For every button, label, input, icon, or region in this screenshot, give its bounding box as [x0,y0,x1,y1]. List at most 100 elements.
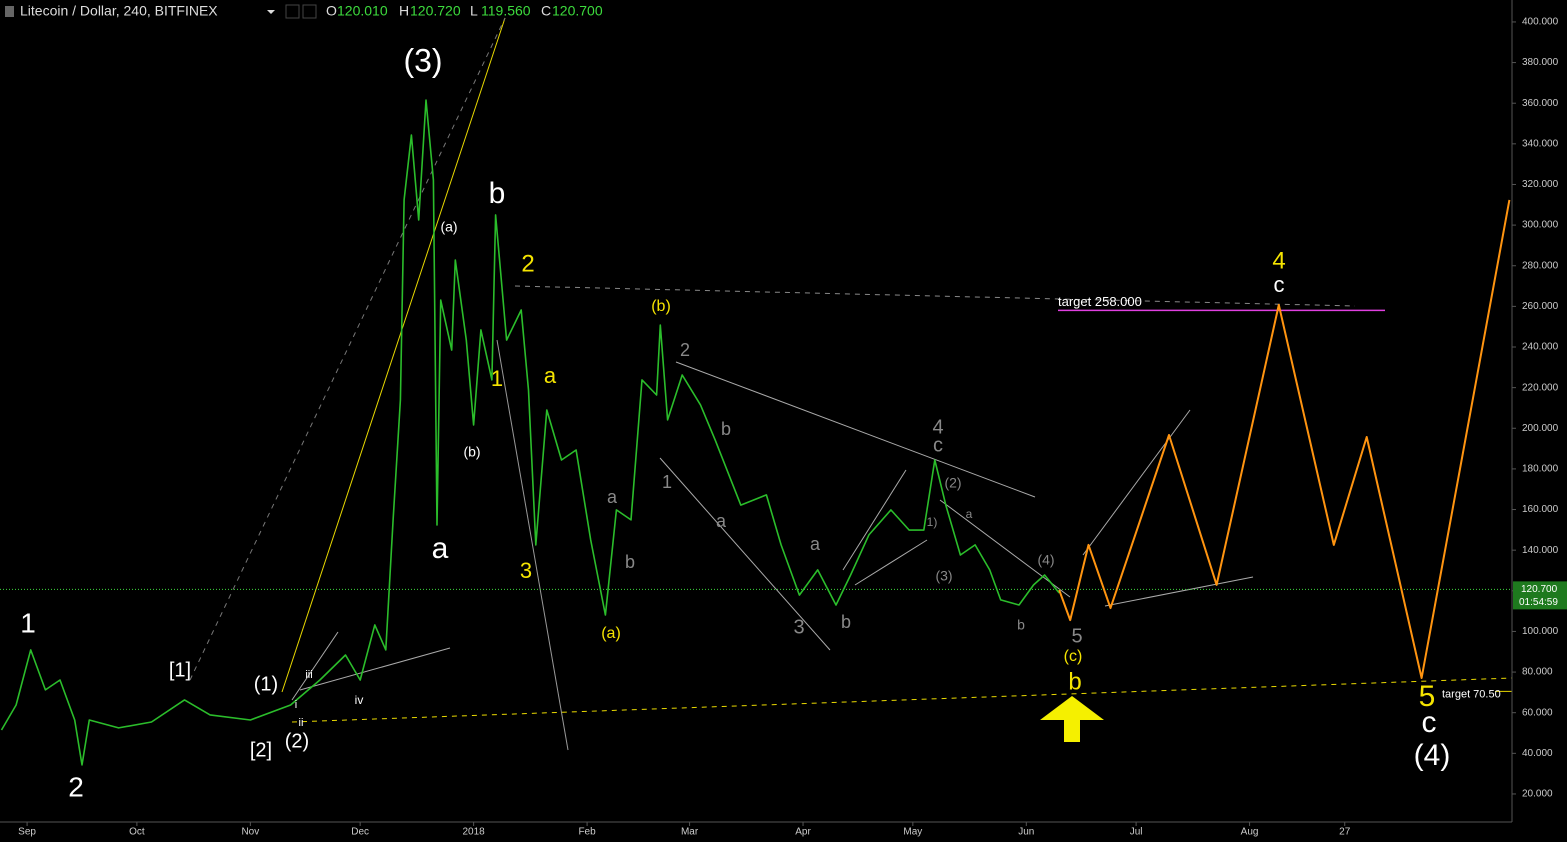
wave-label: c [1422,706,1437,739]
wave-label: (c) [1064,648,1083,665]
wave-label: (2) [285,730,309,752]
wave-label: 3 [520,558,532,583]
wave-label: (a) [601,625,621,642]
wave-label: 1 [491,366,503,391]
wave-label: b [625,552,635,572]
x-tick-label: Nov [241,827,259,838]
y-tick-label: 180.000 [1522,464,1559,475]
y-tick-label: 60.000 [1522,707,1553,718]
symbol-icon [5,6,14,17]
arrow-icon [1040,696,1104,742]
ohlc: O 120.010 H 120.720 L 119.560 C 120.700 [326,3,603,19]
wave-label: b [841,612,851,632]
hide-icon[interactable] [302,4,317,19]
price-line [0,99,1060,766]
wave-label: b [1068,668,1081,695]
wave-label: 2 [521,250,534,277]
x-tick-label: Oct [129,827,145,838]
x-tick-label: Sep [18,827,36,838]
x-tick-label: 27 [1339,827,1351,838]
x-tick-label: May [903,827,922,838]
y-tick-label: 140.000 [1522,545,1559,556]
settings-icon[interactable] [285,4,300,19]
y-tick-label: 300.000 [1522,220,1559,231]
ohlc-name: L [470,3,478,19]
ohlc-value: 120.700 [552,3,603,19]
wave-label: (2) [944,475,961,491]
ohlc-value: 119.560 [481,3,531,19]
wave-label: 4 [932,416,943,438]
y-tick-label: 380.000 [1522,57,1559,68]
wave-label: 2 [68,771,84,802]
ohlc-name: C [541,3,551,19]
ohlc-value: 120.720 [410,3,461,19]
wave-label: (1) [254,673,278,695]
wave-label: a [966,507,973,521]
x-tick-label: 2018 [462,827,485,838]
wave-label: iv [355,693,364,707]
y-tick-label: 360.000 [1522,98,1559,109]
trend-line [659,457,831,651]
wave-label: (b) [651,298,671,315]
wave-label: 3 [793,616,804,638]
dropdown-icon[interactable] [267,10,275,14]
y-tick-label: 400.000 [1522,17,1559,28]
symbol-title: Litecoin / Dollar, 240, BITFINEX [20,3,218,19]
target-label: target 258.000 [1058,294,1142,309]
wave-label: c [1274,272,1285,297]
price-axis-bg [1512,0,1567,842]
y-tick-label: 80.000 [1522,667,1553,678]
wave-label: a [607,487,618,507]
plot: target 258.000 target 70.50 (3) b (a) (b) a 2 1 a… [0,42,1512,802]
y-tick-label: 260.000 [1522,301,1559,312]
wave-label: [1] [169,659,191,681]
x-tick-label: Mar [681,827,699,838]
wave-label: ii [299,717,304,729]
wave-label: [2] [250,739,272,761]
y-tick-label: 280.000 [1522,260,1559,271]
x-tick-label: Dec [351,827,369,838]
y-tick-label: 320.000 [1522,179,1559,190]
trend-line [1082,409,1191,556]
wave-label: 1 [20,607,36,638]
y-tick-label: 220.000 [1522,382,1559,393]
wave-label: (4) [1037,552,1054,568]
x-tick-label: Feb [578,827,596,838]
wave-label: a [716,511,727,531]
ohlc-name: H [399,3,409,19]
wave-label: b [1017,617,1025,633]
y-tick-label: 340.000 [1522,138,1559,149]
wave-label: (4) [1414,739,1451,772]
trend-line [842,469,907,571]
wave-label: b [721,419,731,439]
x-tick-label: Aug [1241,827,1259,838]
wave-label: 5 [1419,680,1436,713]
wave-label: 1 [662,472,672,492]
wave-label: a [544,363,557,388]
last-price-box [1513,581,1567,610]
wave-label: a [432,532,449,565]
ohlc-value: 120.010 [337,3,388,19]
y-tick-label: 20.000 [1522,789,1553,800]
last-price-label: 120.700 [1521,584,1558,595]
x-tick-label: Apr [795,827,811,838]
wave-label: a [810,534,821,554]
trend-line [514,285,1356,307]
x-tick-label: Jul [1130,827,1143,838]
wave-label: iii [305,669,312,681]
wave-label: (b) [463,444,480,460]
trend-line [854,539,928,586]
wave-label: 1) [927,515,938,529]
wave-label: b [489,177,506,210]
y-tick-label: 100.000 [1522,626,1559,637]
x-tick-label: Jun [1018,827,1034,838]
wave-label: c [933,434,943,456]
drawings [189,17,1513,751]
wave-label: (a) [440,219,457,235]
countdown-label: 01:54:59 [1519,597,1558,608]
trend-line [291,677,1513,723]
wave-label: 2 [680,340,690,360]
price-line [1058,199,1511,679]
trend-line [281,17,506,693]
